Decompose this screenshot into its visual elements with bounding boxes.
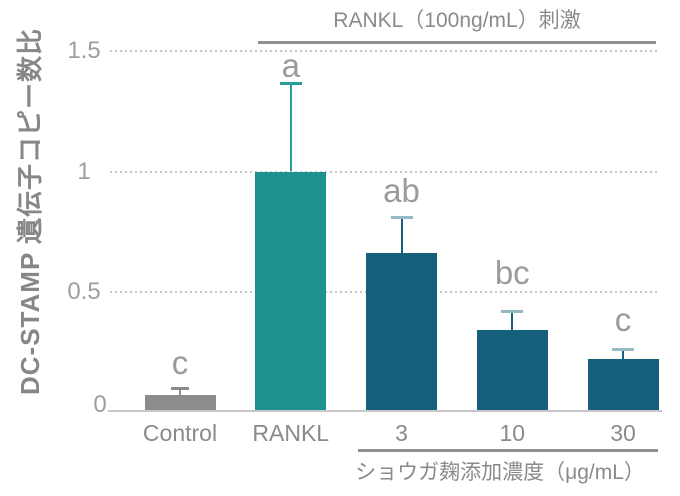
- bottom-annotation-label: ショウガ麹添加濃度（μg/mL）: [355, 461, 645, 484]
- y-tick-label-1: 1: [77, 157, 91, 185]
- x-tick-label-10: 10: [499, 420, 526, 446]
- top-annotation-label: RANKL（100ng/mL）刺激: [333, 9, 581, 32]
- bottom-annotation-line: [358, 449, 658, 452]
- error-bar-stem-10: [511, 310, 514, 331]
- sig-letter-RANKL: a: [281, 47, 300, 84]
- error-bar-cap-RANKL: [279, 81, 302, 85]
- y-tick-label-0.5: 0.5: [67, 277, 101, 305]
- y-tick-label-0: 0: [93, 391, 107, 418]
- bar-30: [587, 359, 659, 412]
- top-annotation-line: [258, 41, 656, 44]
- error-bar-cap-30: [612, 348, 634, 352]
- bar-Control: [144, 395, 216, 412]
- sig-letter-3: ab: [383, 172, 420, 209]
- sig-letter-30: c: [614, 301, 632, 338]
- error-bar-stem-3: [400, 217, 403, 254]
- x-tick-label-RANKL: RANKL: [252, 420, 330, 446]
- x-tick-label-30: 30: [610, 420, 636, 446]
- gridline-1: [110, 170, 660, 173]
- x-axis-line: [108, 410, 662, 412]
- bar-3: [366, 253, 437, 412]
- gridline-1.5: [110, 50, 660, 53]
- bar-RANKL: [255, 171, 327, 412]
- sig-letter-10: bc: [494, 254, 530, 291]
- x-tick-label-Control: Control: [142, 420, 218, 446]
- bar-10: [476, 330, 548, 412]
- sig-letter-Control: c: [171, 344, 189, 381]
- error-bar-stem-RANKL: [289, 82, 292, 172]
- error-bar-cap-3: [390, 216, 413, 220]
- x-tick-label-3: 3: [395, 420, 408, 446]
- y-tick-label-1.5: 1.5: [67, 37, 101, 65]
- error-bar-cap-10: [501, 309, 524, 313]
- error-bar-stem-30: [622, 349, 624, 360]
- error-bar-cap-Control: [171, 386, 189, 390]
- error-bar-stem-Control: [179, 387, 181, 396]
